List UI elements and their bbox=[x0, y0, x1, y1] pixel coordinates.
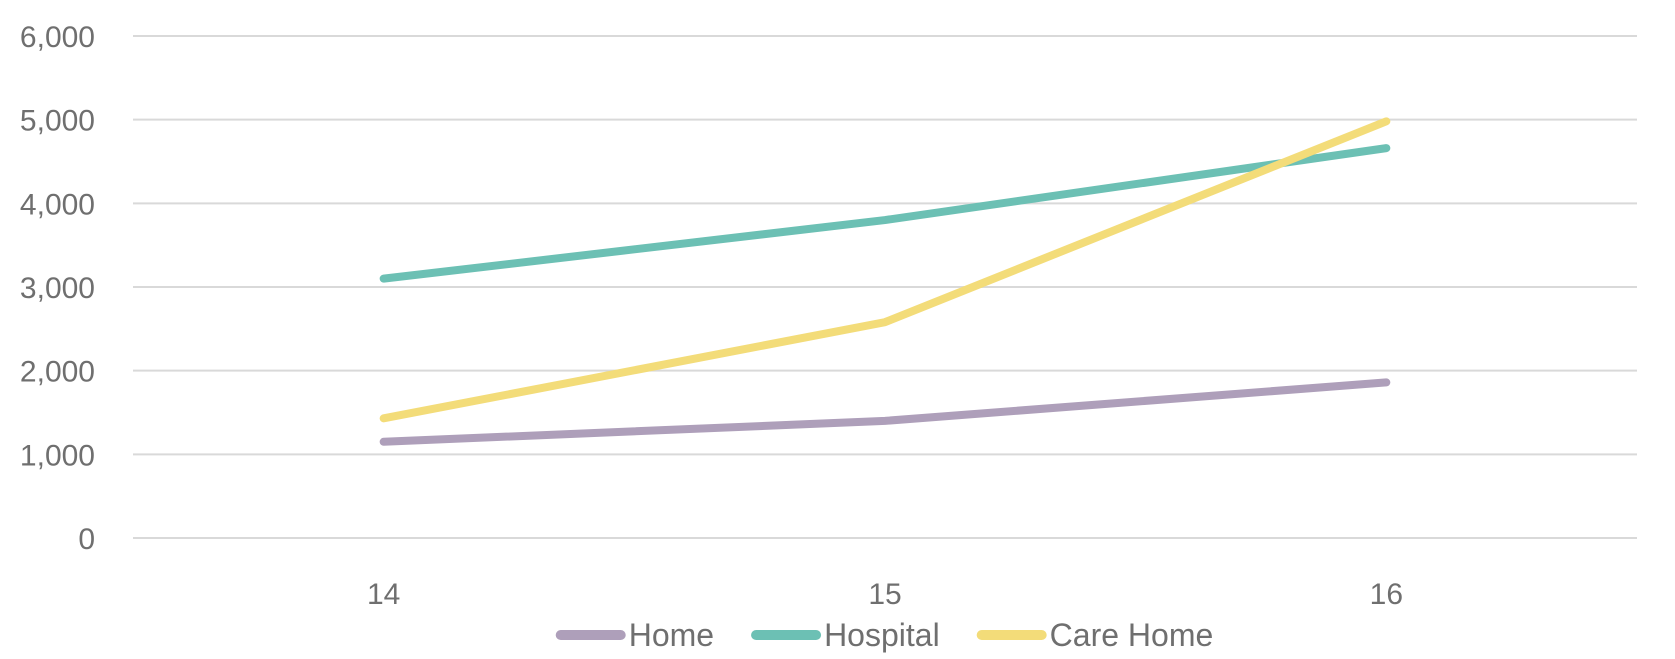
y-tick-label: 3,000 bbox=[20, 272, 95, 305]
series-line bbox=[379, 144, 1391, 283]
legend-item-home: Home bbox=[555, 617, 714, 653]
y-tick-label: 0 bbox=[78, 523, 95, 556]
y-tick-label: 5,000 bbox=[20, 105, 95, 138]
legend-label: Care Home bbox=[1050, 617, 1214, 653]
legend-label: Hospital bbox=[824, 617, 940, 653]
y-tick-label: 6,000 bbox=[20, 21, 95, 54]
y-axis-tick-labels: 0 1,000 2,000 3,000 4,000 5,000 6,000 bbox=[20, 21, 95, 556]
x-tick-label: 14 bbox=[367, 578, 400, 611]
legend-item-care-home: Care Home bbox=[976, 617, 1214, 653]
legend: Home Hospital Care Home bbox=[555, 617, 1214, 653]
legend-item-hospital: Hospital bbox=[751, 617, 940, 653]
x-tick-label: 15 bbox=[868, 578, 901, 611]
x-tick-label: 16 bbox=[1370, 578, 1403, 611]
y-tick-label: 4,000 bbox=[20, 188, 95, 221]
y-tick-label: 2,000 bbox=[20, 356, 95, 389]
series-lines bbox=[379, 117, 1391, 446]
y-tick-label: 1,000 bbox=[20, 439, 95, 472]
x-axis-tick-labels: 14 15 16 bbox=[367, 578, 1403, 611]
gridlines bbox=[133, 35, 1637, 539]
series-hospital bbox=[379, 144, 1391, 283]
series-care-home bbox=[379, 117, 1391, 423]
series-home bbox=[379, 378, 1391, 446]
legend-label: Home bbox=[629, 617, 714, 653]
